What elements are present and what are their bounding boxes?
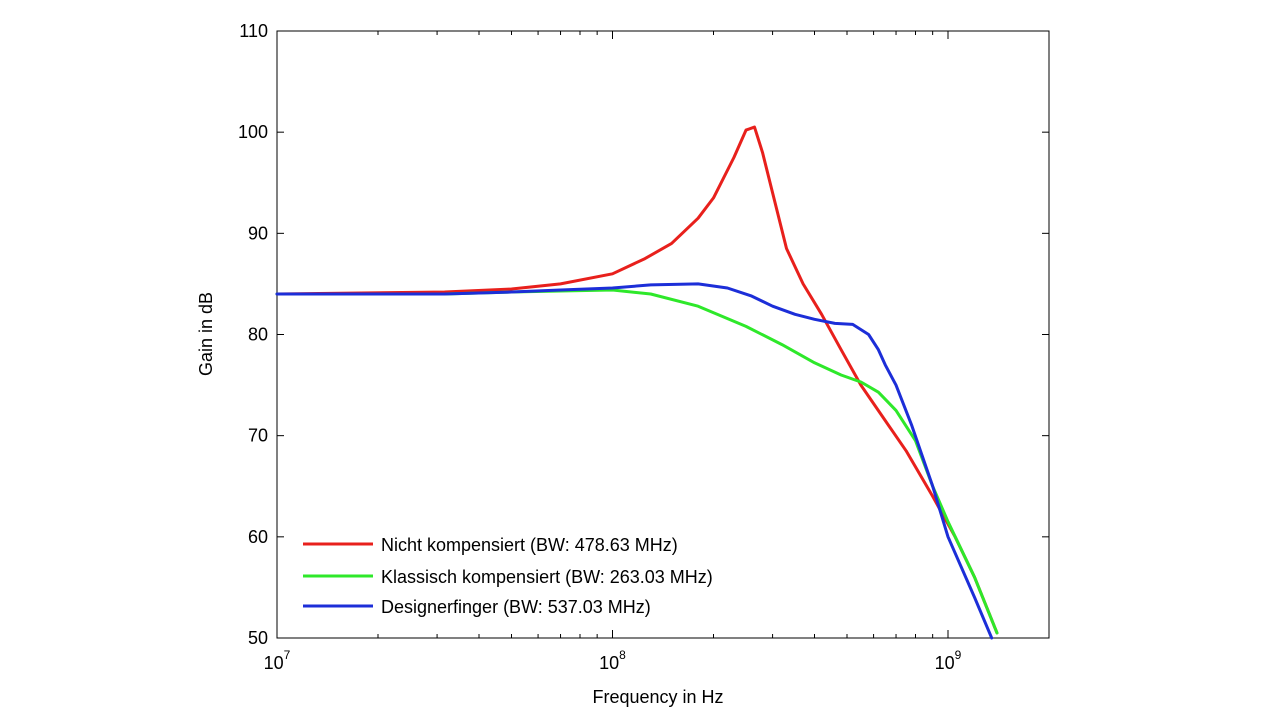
tick-marks xyxy=(276,30,1050,639)
legend-item-nicht-kompensiert: Nicht kompensiert (BW: 478.63 MHz) xyxy=(303,535,678,555)
series-line-designerfinger xyxy=(275,282,994,640)
y-tick-label: 80 xyxy=(248,325,268,345)
legend-item-klassisch-kompensiert: Klassisch kompensiert (BW: 263.03 MHz) xyxy=(303,567,713,587)
y-tick-label: 90 xyxy=(248,223,268,243)
series-layer xyxy=(275,125,999,640)
x-axis-label: Frequency in Hz xyxy=(592,687,723,707)
x-tick-label: 109 xyxy=(935,648,962,673)
series-line-nicht-kompensiert xyxy=(275,125,999,635)
tick-labels: 50 60 70 80 90 100 110 107 108 109 xyxy=(238,21,962,673)
y-tick-label: 70 xyxy=(248,426,268,446)
x-tick-label: 108 xyxy=(599,648,626,673)
y-tick-label: 100 xyxy=(238,122,268,142)
legend-item-designerfinger: Designerfinger (BW: 537.03 MHz) xyxy=(303,597,651,617)
legend-label-designerfinger: Designerfinger (BW: 537.03 MHz) xyxy=(381,597,651,617)
x-tick-label: 107 xyxy=(264,648,291,673)
y-tick-label: 50 xyxy=(248,628,268,648)
y-tick-label: 110 xyxy=(239,21,268,41)
legend: Nicht kompensiert (BW: 478.63 MHz) Klass… xyxy=(303,535,713,617)
y-tick-label: 60 xyxy=(248,527,268,547)
legend-label-klassisch-kompensiert: Klassisch kompensiert (BW: 263.03 MHz) xyxy=(381,567,713,587)
y-axis-label: Gain in dB xyxy=(196,292,216,376)
legend-label-nicht-kompensiert: Nicht kompensiert (BW: 478.63 MHz) xyxy=(381,535,678,555)
